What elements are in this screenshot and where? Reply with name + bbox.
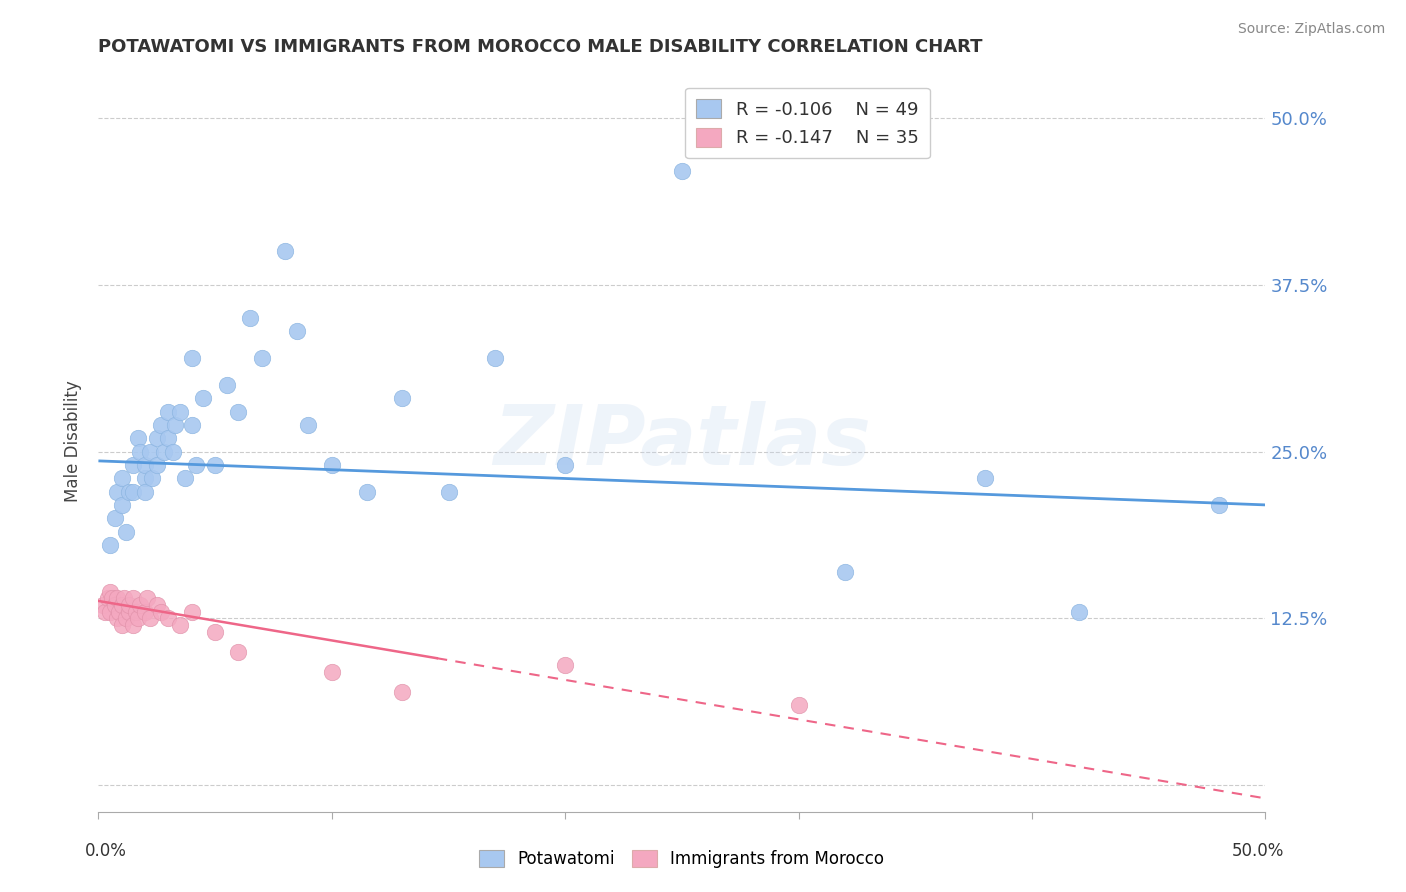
Text: ZIPatlas: ZIPatlas — [494, 401, 870, 482]
Point — [1067, 605, 1090, 619]
Point — [139, 611, 162, 625]
Point — [104, 598, 127, 612]
Point — [111, 498, 134, 512]
Point — [127, 611, 149, 625]
Point — [98, 538, 121, 552]
Point — [127, 431, 149, 445]
Point — [115, 524, 138, 539]
Text: POTAWATOMI VS IMMIGRANTS FROM MOROCCO MALE DISABILITY CORRELATION CHART: POTAWATOMI VS IMMIGRANTS FROM MOROCCO MA… — [98, 38, 983, 56]
Point — [157, 404, 180, 418]
Point — [180, 605, 202, 619]
Point — [274, 244, 297, 259]
Point — [150, 417, 173, 432]
Point — [122, 458, 145, 472]
Point — [437, 484, 460, 499]
Point — [108, 605, 131, 619]
Y-axis label: Male Disability: Male Disability — [65, 381, 83, 502]
Point — [101, 591, 124, 606]
Text: Source: ZipAtlas.com: Source: ZipAtlas.com — [1237, 22, 1385, 37]
Text: 50.0%: 50.0% — [1232, 842, 1285, 860]
Point — [215, 377, 238, 392]
Point — [204, 458, 226, 472]
Point — [321, 458, 343, 472]
Point — [97, 591, 120, 606]
Point — [111, 618, 134, 632]
Text: 0.0%: 0.0% — [84, 842, 127, 860]
Point — [169, 618, 191, 632]
Point — [173, 471, 195, 485]
Point — [1208, 498, 1230, 512]
Point — [150, 605, 173, 619]
Point — [834, 565, 856, 579]
Point — [134, 605, 156, 619]
Point — [157, 611, 180, 625]
Point — [554, 657, 576, 672]
Point — [157, 431, 180, 445]
Point — [250, 351, 273, 366]
Legend: Potawatomi, Immigrants from Morocco: Potawatomi, Immigrants from Morocco — [472, 843, 891, 875]
Point — [134, 471, 156, 485]
Point — [228, 404, 250, 418]
Point — [193, 391, 215, 405]
Point — [180, 417, 202, 432]
Point — [111, 471, 134, 485]
Point — [98, 584, 121, 599]
Point — [122, 591, 145, 606]
Point — [180, 351, 202, 366]
Point — [129, 598, 152, 612]
Point — [297, 417, 319, 432]
Point — [391, 684, 413, 698]
Point — [321, 665, 343, 679]
Point — [104, 511, 127, 525]
Point — [94, 605, 117, 619]
Point — [162, 444, 184, 458]
Point — [356, 484, 378, 499]
Point — [146, 431, 169, 445]
Point — [105, 484, 128, 499]
Point — [391, 391, 413, 405]
Point — [239, 311, 262, 326]
Point — [122, 484, 145, 499]
Point — [118, 598, 141, 612]
Point — [152, 444, 174, 458]
Point — [139, 444, 162, 458]
Point — [129, 444, 152, 458]
Point — [98, 605, 121, 619]
Point — [169, 404, 191, 418]
Point — [136, 591, 159, 606]
Point — [125, 605, 148, 619]
Point — [134, 458, 156, 472]
Point — [91, 598, 114, 612]
Point — [105, 591, 128, 606]
Point — [165, 417, 187, 432]
Point — [186, 458, 208, 472]
Point — [111, 598, 134, 612]
Legend: R = -0.106    N = 49, R = -0.147    N = 35: R = -0.106 N = 49, R = -0.147 N = 35 — [685, 87, 929, 158]
Point — [146, 598, 169, 612]
Point — [285, 325, 308, 339]
Point — [118, 484, 141, 499]
Point — [105, 611, 128, 625]
Point — [141, 471, 163, 485]
Point — [671, 164, 693, 178]
Point — [204, 624, 226, 639]
Point — [112, 591, 135, 606]
Point — [115, 611, 138, 625]
Point — [118, 605, 141, 619]
Point — [974, 471, 997, 485]
Point — [484, 351, 506, 366]
Point — [228, 645, 250, 659]
Point — [146, 458, 169, 472]
Point — [134, 484, 156, 499]
Point — [554, 458, 576, 472]
Point — [787, 698, 810, 712]
Point — [122, 618, 145, 632]
